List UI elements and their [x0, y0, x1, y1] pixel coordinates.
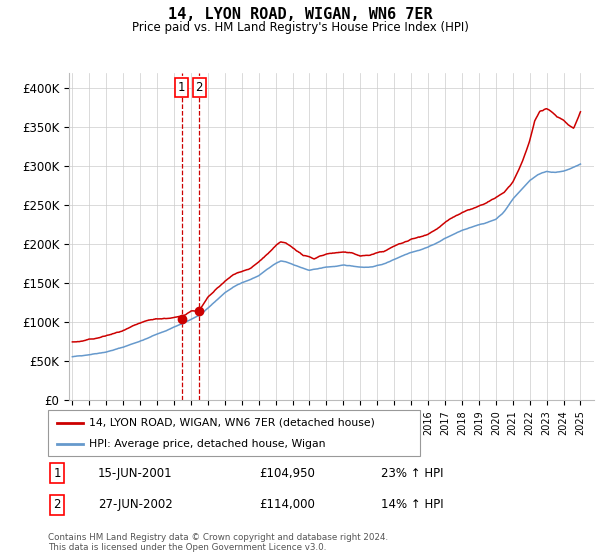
Text: 1: 1 [178, 81, 185, 94]
Text: 15-JUN-2001: 15-JUN-2001 [98, 466, 173, 480]
Text: 14% ↑ HPI: 14% ↑ HPI [380, 498, 443, 511]
Text: 1: 1 [53, 466, 61, 480]
Text: 2: 2 [53, 498, 61, 511]
Text: Contains HM Land Registry data © Crown copyright and database right 2024.: Contains HM Land Registry data © Crown c… [48, 533, 388, 542]
Text: 14, LYON ROAD, WIGAN, WN6 7ER: 14, LYON ROAD, WIGAN, WN6 7ER [167, 7, 433, 22]
FancyBboxPatch shape [48, 410, 420, 456]
Text: 14, LYON ROAD, WIGAN, WN6 7ER (detached house): 14, LYON ROAD, WIGAN, WN6 7ER (detached … [89, 418, 375, 428]
Text: 23% ↑ HPI: 23% ↑ HPI [380, 466, 443, 480]
Text: HPI: Average price, detached house, Wigan: HPI: Average price, detached house, Wiga… [89, 439, 325, 449]
Text: £104,950: £104,950 [259, 466, 315, 480]
Text: £114,000: £114,000 [259, 498, 315, 511]
Text: Price paid vs. HM Land Registry's House Price Index (HPI): Price paid vs. HM Land Registry's House … [131, 21, 469, 34]
Text: This data is licensed under the Open Government Licence v3.0.: This data is licensed under the Open Gov… [48, 543, 326, 552]
Text: 27-JUN-2002: 27-JUN-2002 [98, 498, 173, 511]
Text: 2: 2 [196, 81, 203, 94]
